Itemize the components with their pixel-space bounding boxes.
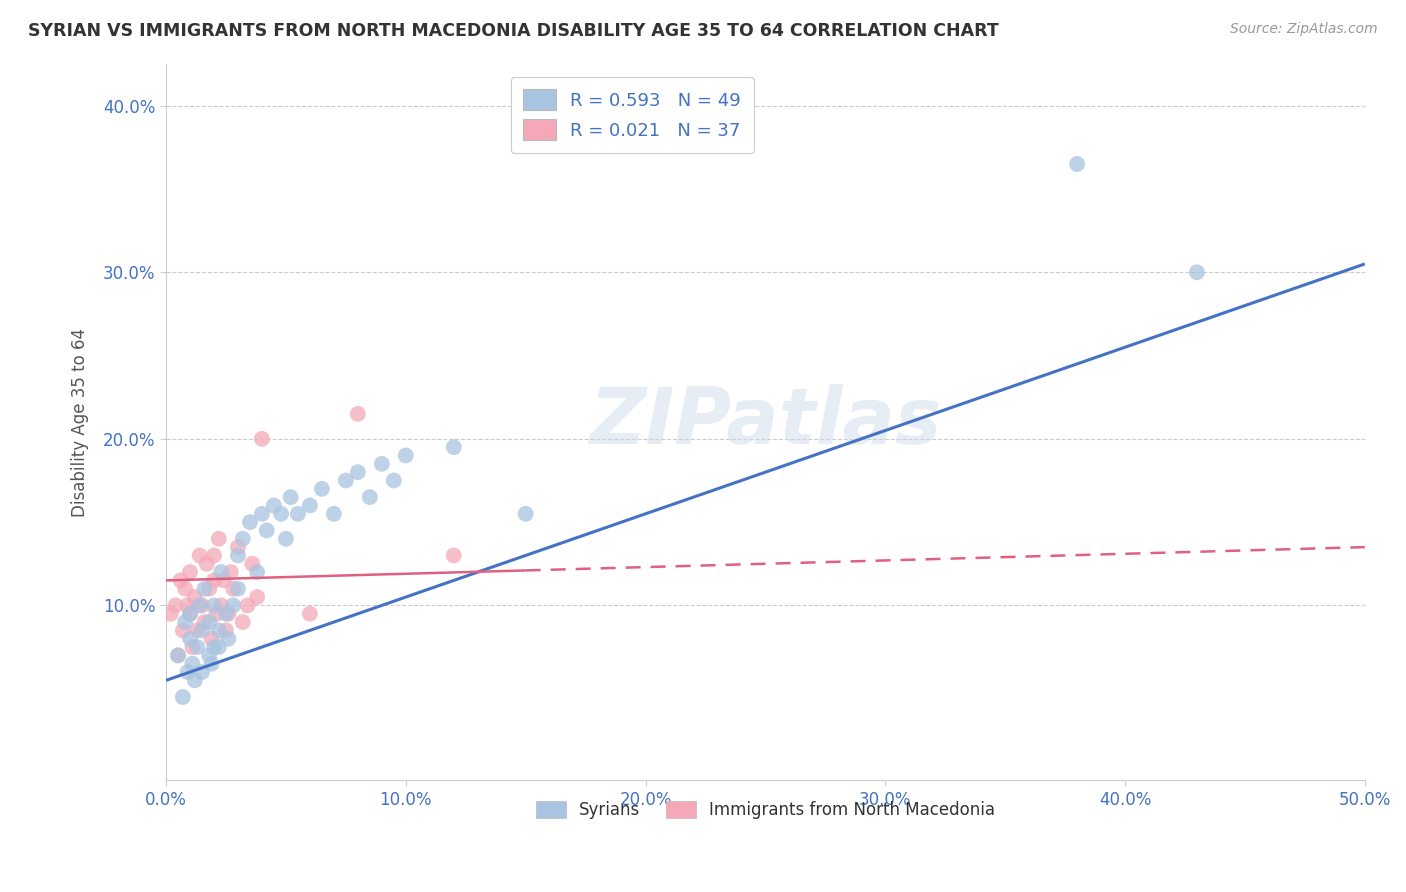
Point [191,624,214,638]
Point [382,474,405,488]
Point [246,590,269,604]
Point [165,599,187,613]
Point [219,565,242,579]
Point [174,582,197,596]
Point [217,607,239,621]
Point [193,615,215,629]
Point [209,565,232,579]
Point [232,532,254,546]
Point [188,549,211,563]
Point [250,507,273,521]
Point [186,640,208,654]
Point [263,499,285,513]
Point [215,607,238,621]
Point [179,632,201,646]
Point [1066,157,1088,171]
Point [217,632,239,646]
Point [239,515,262,529]
Point [176,665,198,679]
Point [209,599,232,613]
Point [174,615,197,629]
Point [274,532,297,546]
Y-axis label: Disability Age 35 to 64: Disability Age 35 to 64 [72,327,89,516]
Point [311,482,333,496]
Point [202,640,225,654]
Point [232,615,254,629]
Point [176,599,198,613]
Point [205,607,228,621]
Point [172,624,194,638]
Point [347,465,370,479]
Point [515,507,537,521]
Point [256,524,278,538]
Point [184,590,207,604]
Point [371,457,394,471]
Text: SYRIAN VS IMMIGRANTS FROM NORTH MACEDONIA DISABILITY AGE 35 TO 64 CORRELATION CH: SYRIAN VS IMMIGRANTS FROM NORTH MACEDONI… [28,22,998,40]
Point [202,549,225,563]
Point [179,607,201,621]
Point [167,648,190,663]
Point [240,557,263,571]
Point [335,474,357,488]
Point [198,582,221,596]
Text: Source: ZipAtlas.com: Source: ZipAtlas.com [1230,22,1378,37]
Point [226,540,249,554]
Point [181,657,204,671]
Point [236,599,259,613]
Point [188,599,211,613]
Point [208,624,231,638]
Point [179,565,201,579]
Point [191,599,214,613]
Point [202,574,225,588]
Text: ZIPatlas: ZIPatlas [589,384,942,460]
Legend: Syrians, Immigrants from North Macedonia: Syrians, Immigrants from North Macedonia [529,794,1001,826]
Point [179,607,201,621]
Point [200,632,222,646]
Point [191,665,214,679]
Point [181,640,204,654]
Point [193,582,215,596]
Point [443,549,465,563]
Point [246,565,269,579]
Point [186,624,208,638]
Point [347,407,370,421]
Point [1185,265,1208,279]
Point [298,499,321,513]
Point [226,549,249,563]
Point [172,690,194,704]
Point [322,507,344,521]
Point [270,507,292,521]
Point [160,607,183,621]
Point [198,615,221,629]
Point [195,557,218,571]
Point [395,449,418,463]
Point [167,648,190,663]
Point [280,490,302,504]
Point [215,624,238,638]
Point [222,582,245,596]
Point [359,490,381,504]
Point [202,599,225,613]
Point [198,648,221,663]
Point [287,507,309,521]
Point [208,640,231,654]
Point [443,440,465,454]
Point [226,582,249,596]
Point [200,657,222,671]
Point [212,574,235,588]
Point [169,574,191,588]
Point [298,607,321,621]
Point [222,599,245,613]
Point [184,673,207,688]
Point [250,432,273,446]
Point [208,532,231,546]
